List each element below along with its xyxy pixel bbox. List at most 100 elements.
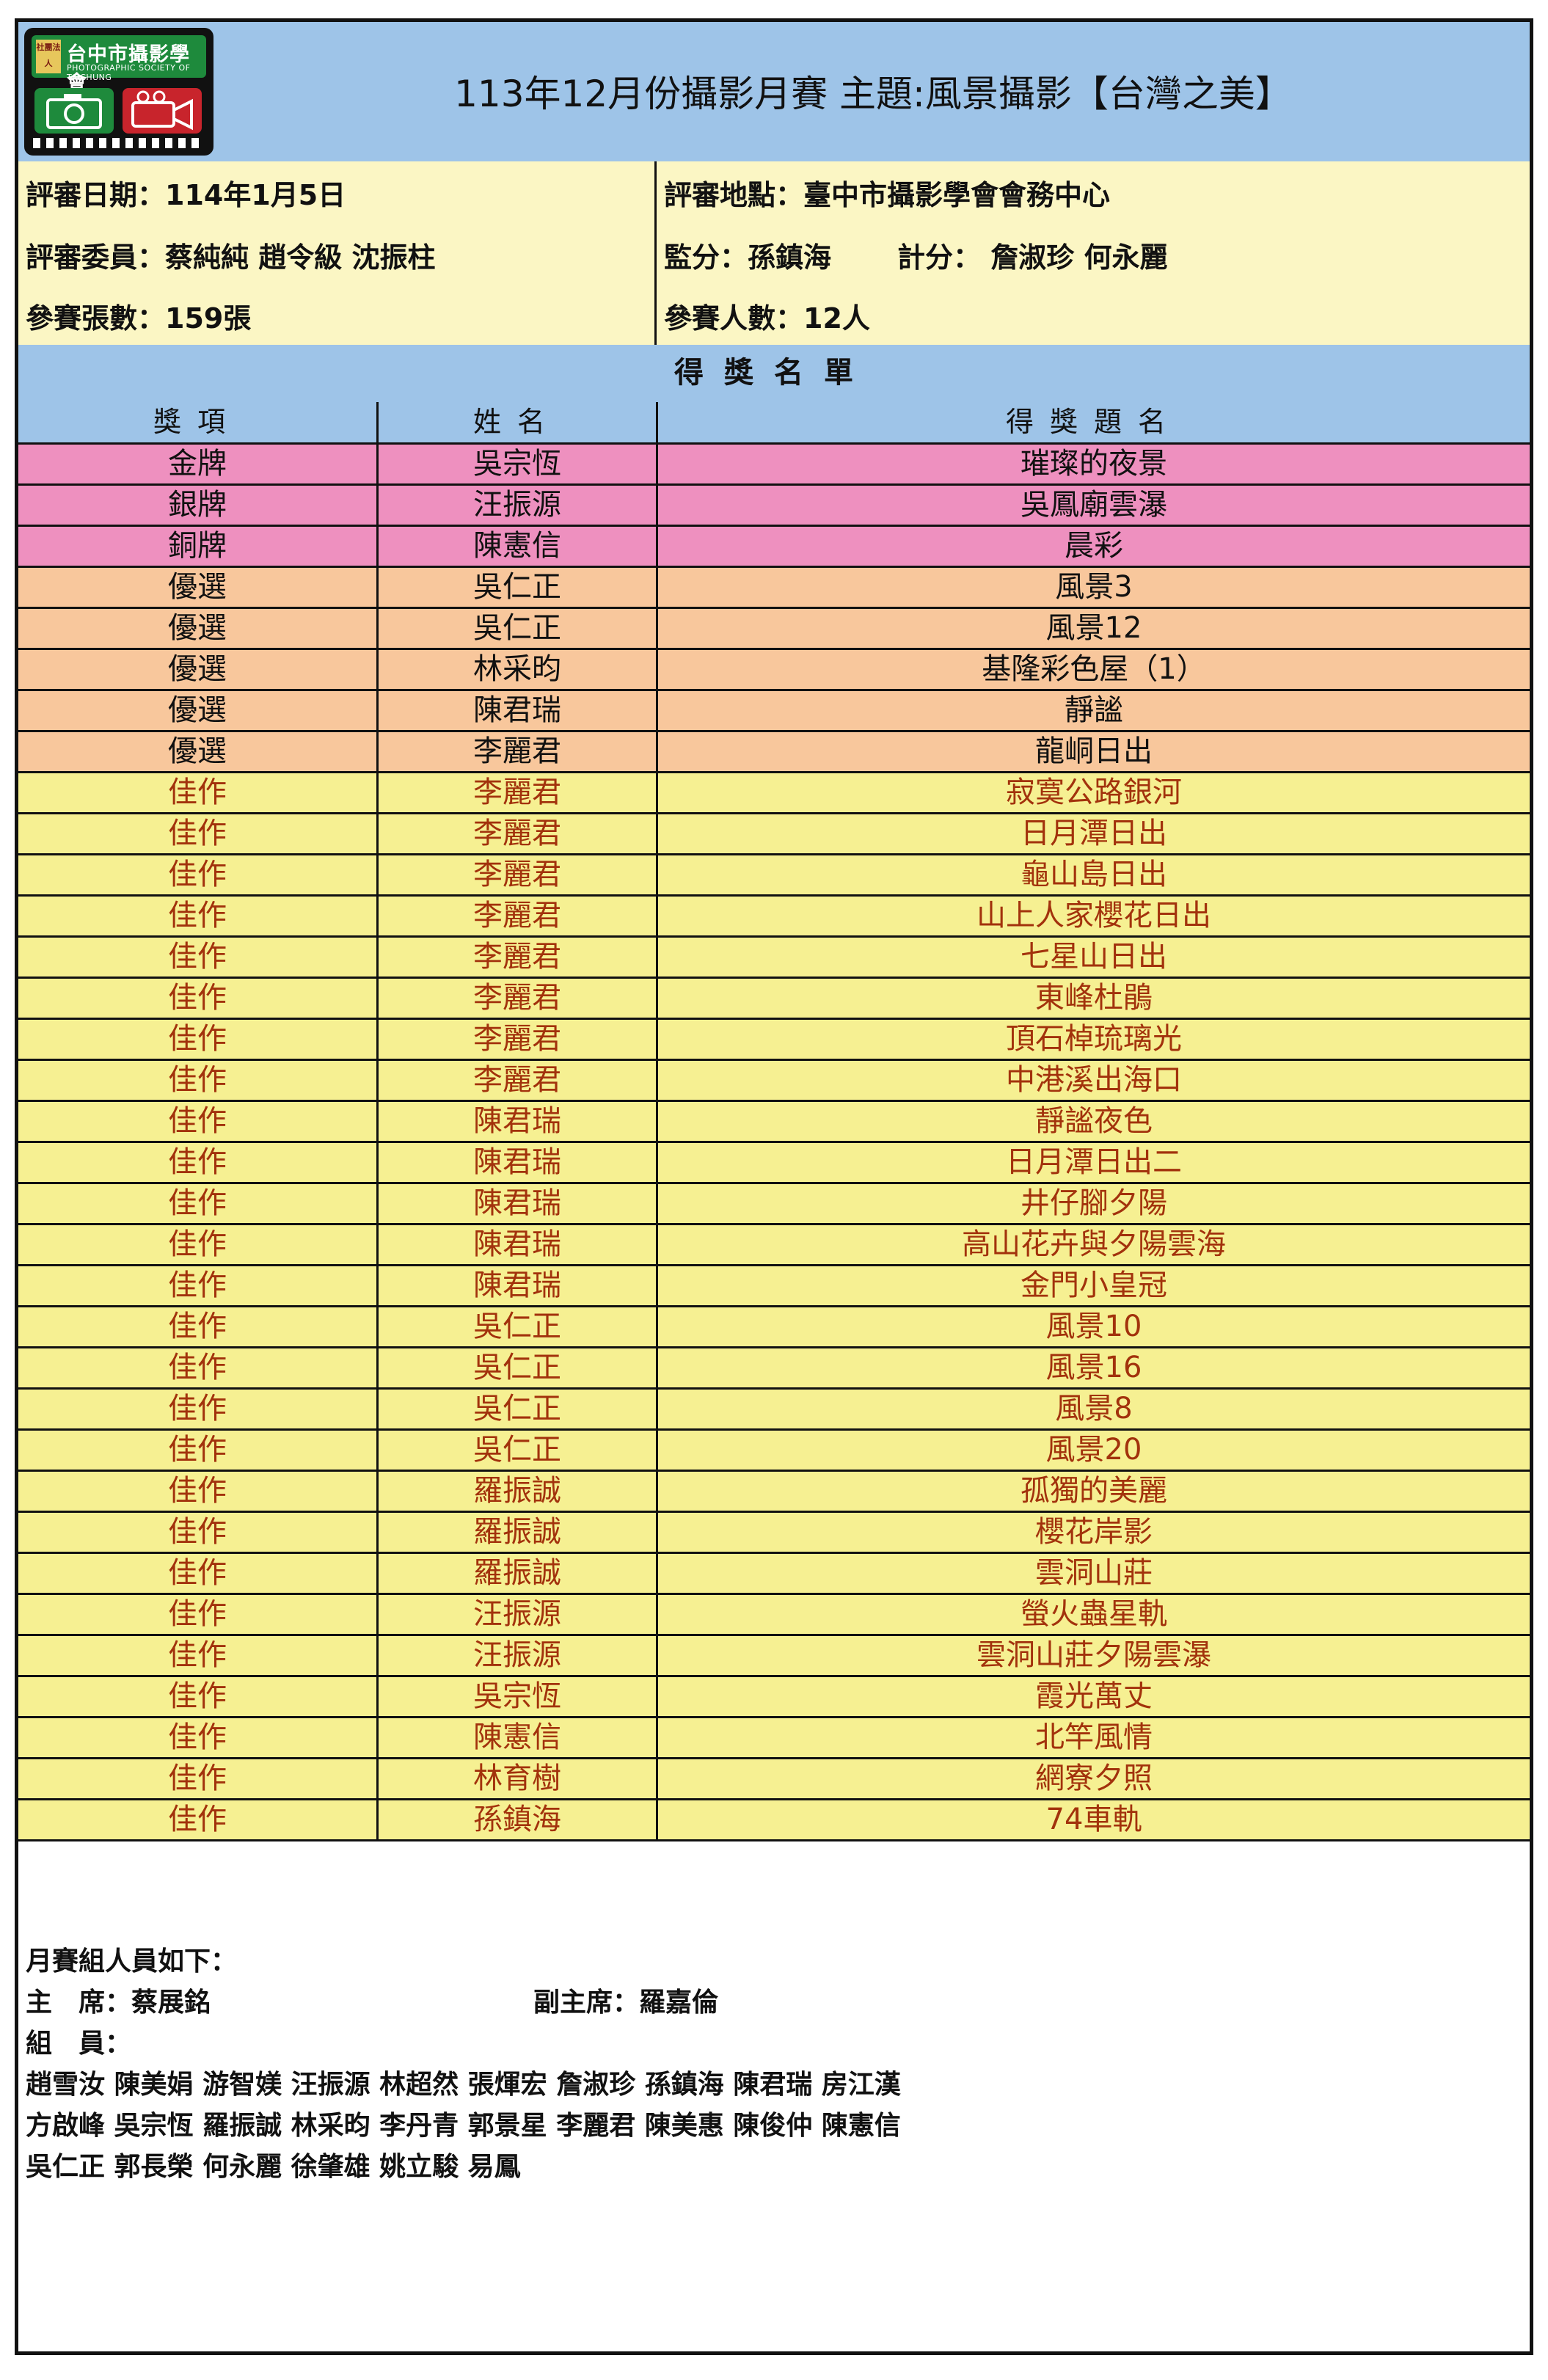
award-cell: 佳作	[18, 1020, 379, 1059]
work-title-cell: 靜謐夜色	[1035, 1104, 1153, 1138]
table-row: 佳作 汪振源 雲洞山莊夕陽雲瀑	[18, 1636, 1530, 1677]
header-bar: 社團法人 台中市攝影學會 PHOTOGRAPHIC SOCIETY OF TAI…	[18, 22, 1530, 164]
table-row: 優選 吳仁正 風景12	[18, 609, 1530, 650]
table-row: 佳作 羅振誠 雲洞山莊	[18, 1554, 1530, 1595]
award-list-title: 得獎名單	[18, 345, 1530, 404]
name-cell: 李麗君	[379, 897, 658, 935]
work-title-cell: 日月潭日出	[1021, 817, 1167, 850]
table-row: 佳作 羅振誠 孤獨的美麗	[18, 1472, 1530, 1513]
work-title-cell: 雲洞山莊夕陽雲瀑	[976, 1638, 1211, 1672]
award-cell: 佳作	[18, 1800, 379, 1839]
name-cell: 李麗君	[379, 979, 658, 1018]
work-title-cell: 寂寞公路銀河	[1006, 775, 1182, 809]
award-cell: 佳作	[18, 1718, 379, 1757]
name-cell: 李麗君	[379, 855, 658, 894]
award-cell: 佳作	[18, 1061, 379, 1100]
table-row: 佳作 陳憲信 北竿風情	[18, 1718, 1530, 1759]
name-cell: 吳仁正	[379, 609, 658, 648]
table-row: 佳作 吳仁正 風景8	[18, 1390, 1530, 1431]
award-cell: 優選	[18, 732, 379, 771]
members-label: 組 員：	[26, 2028, 132, 2059]
name-cell: 李麗君	[379, 814, 658, 853]
work-title-cell: 靜謐	[1065, 693, 1123, 727]
name-cell: 林采昀	[379, 650, 658, 689]
info-row-judges: 評審委員：蔡純純 趙令級 沈振柱 監分：孫鎮海 計分： 詹淑珍 何永麗	[18, 224, 1530, 288]
table-row: 金牌 吳宗恆 璀璨的夜景	[18, 445, 1530, 486]
table-row: 佳作 李麗君 中港溪出海口	[18, 1061, 1530, 1102]
name-cell: 吳仁正	[379, 1307, 658, 1346]
name-cell: 汪振源	[379, 1636, 658, 1675]
table-row: 佳作 李麗君 頂石棹琉璃光	[18, 1020, 1530, 1061]
table-row: 佳作 陳君瑞 日月潭日出二	[18, 1143, 1530, 1184]
table-row: 佳作 汪振源 螢火蟲星軌	[18, 1595, 1530, 1636]
name-cell: 汪振源	[379, 1595, 658, 1634]
table-row: 佳作 吳仁正 風景10	[18, 1307, 1530, 1348]
scorer: 計分： 詹淑珍 何永麗	[897, 241, 1168, 274]
work-title-cell: 網寮夕照	[1035, 1762, 1153, 1795]
work-title-cell: 璀璨的夜景	[1021, 447, 1167, 481]
supervisor: 監分：孫鎮海	[664, 241, 832, 274]
name-cell: 吳仁正	[379, 1390, 658, 1428]
entry-count: 參賽張數：159張	[18, 286, 657, 345]
name-cell: 李麗君	[379, 938, 658, 977]
award-cell: 佳作	[18, 1225, 379, 1264]
committee-list: 月賽組人員如下： 主 席：蔡展銘 副主席：羅嘉倫 組 員： 趙雪汝 陳美娟 游智媄…	[26, 1941, 901, 2187]
name-cell: 吳仁正	[379, 568, 658, 607]
award-cell: 銀牌	[18, 486, 379, 525]
work-title-cell: 櫻花岸影	[1035, 1515, 1153, 1549]
award-sheet: 社團法人 台中市攝影學會 PHOTOGRAPHIC SOCIETY OF TAI…	[15, 18, 1533, 2355]
judging-location: 評審地點：臺中市攝影學會會務中心	[664, 179, 1111, 211]
judging-date: 評審日期：114年1月5日	[18, 161, 657, 224]
name-cell: 李麗君	[379, 1020, 658, 1059]
supervision: 監分：孫鎮海 計分： 詹淑珍 何永麗	[657, 224, 1530, 286]
table-row: 佳作 李麗君 龜山島日出	[18, 855, 1530, 897]
members-line-1: 趙雪汝 陳美娟 游智媄 汪振源 林超然 張煇宏 詹淑珍 孫鎮海 陳君瑞 房江漢	[26, 2069, 901, 2100]
award-cell: 佳作	[18, 1513, 379, 1552]
table-row: 佳作 李麗君 東峰杜鵑	[18, 979, 1530, 1020]
table-row: 佳作 李麗君 山上人家櫻花日出	[18, 897, 1530, 938]
name-cell: 吳仁正	[379, 1431, 658, 1470]
table-row: 佳作 吳仁正 風景20	[18, 1431, 1530, 1472]
table-row: 銅牌 陳憲信 晨彩	[18, 527, 1530, 568]
name-cell: 陳君瑞	[379, 1225, 658, 1264]
name-cell: 羅振誠	[379, 1513, 658, 1552]
name-cell: 陳君瑞	[379, 1102, 658, 1141]
work-title-cell: 頂石棹琉璃光	[1006, 1022, 1182, 1056]
table-row: 佳作 孫鎮海 74車軌	[18, 1800, 1530, 1841]
award-cell: 佳作	[18, 1472, 379, 1511]
column-header-title: 得獎題名	[1005, 406, 1182, 438]
work-title-cell: 井仔腳夕陽	[1021, 1186, 1167, 1220]
info-row-date: 評審日期：114年1月5日 評審地點：臺中市攝影學會會務中心	[18, 161, 1530, 226]
table-row: 優選 李麗君 龍峒日出	[18, 732, 1530, 773]
camera-icon	[34, 88, 114, 134]
name-cell: 吳宗恆	[379, 445, 658, 483]
table-row: 佳作 陳君瑞 靜謐夜色	[18, 1102, 1530, 1143]
work-title-cell: 風景12	[1045, 611, 1142, 645]
column-header-name: 姓名	[379, 402, 658, 442]
name-cell: 陳君瑞	[379, 1266, 658, 1305]
award-cell: 佳作	[18, 938, 379, 977]
award-cell: 佳作	[18, 814, 379, 853]
logo-english-name: PHOTOGRAPHIC SOCIETY OF TAICHUNG	[67, 63, 191, 82]
table-row: 佳作 羅振誠 櫻花岸影	[18, 1513, 1530, 1554]
judges: 評審委員：蔡純純 趙令級 沈振柱	[18, 224, 657, 286]
award-cell: 佳作	[18, 1759, 379, 1798]
name-cell: 孫鎮海	[379, 1800, 658, 1839]
award-cell: 佳作	[18, 855, 379, 894]
award-cell: 優選	[18, 609, 379, 648]
award-cell: 優選	[18, 568, 379, 607]
award-cell: 佳作	[18, 1554, 379, 1593]
award-cell: 優選	[18, 691, 379, 730]
work-title-cell: 中港溪出海口	[1006, 1063, 1182, 1097]
table-row: 佳作 陳君瑞 高山花卉與夕陽雲海	[18, 1225, 1530, 1266]
info-row-counts: 參賽張數：159張 參賽人數：12人	[18, 286, 1530, 347]
name-cell: 陳憲信	[379, 527, 658, 566]
participant-count: 參賽人數：12人	[664, 302, 870, 335]
award-cell: 佳作	[18, 1677, 379, 1716]
award-cell: 佳作	[18, 1431, 379, 1470]
award-cell: 銅牌	[18, 527, 379, 566]
name-cell: 吳宗恆	[379, 1677, 658, 1716]
members-line-2: 方啟峰 吳宗恆 羅振誠 林采昀 李丹青 郭景星 李麗君 陳美惠 陳俊仲 陳憲信	[26, 2110, 901, 2141]
award-cell: 佳作	[18, 1307, 379, 1346]
work-title-cell: 風景3	[1055, 570, 1133, 604]
